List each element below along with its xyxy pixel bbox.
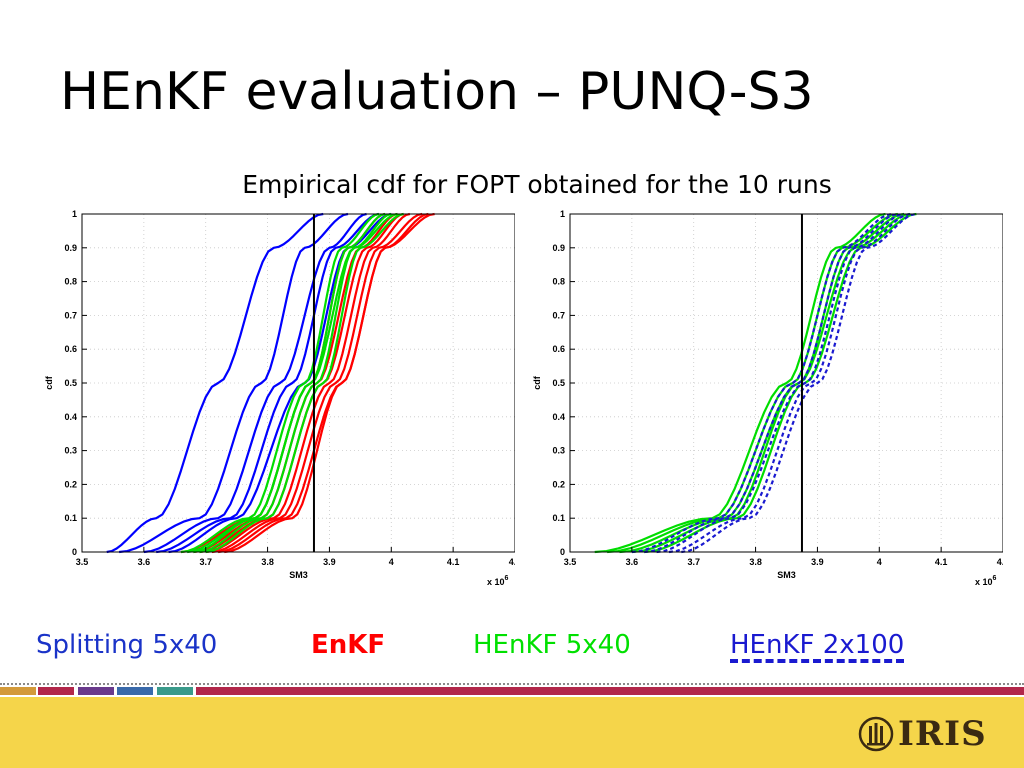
- y-tick-label: 1: [560, 209, 565, 219]
- x-tick-label: 3.6: [626, 557, 639, 567]
- x-tick-label: 4.2: [509, 557, 515, 567]
- y-tick-label: 0.7: [552, 310, 565, 320]
- x-tick-label: 4: [877, 557, 882, 567]
- y-tick-label: 1: [72, 209, 77, 219]
- x-multiplier-label: x 106: [975, 575, 997, 587]
- cdf-series-line: [205, 212, 404, 554]
- y-tick-label: 0.2: [64, 479, 77, 489]
- y-tick-label: 0.7: [64, 310, 77, 320]
- legend-splitting-5x40: Splitting 5x40: [36, 630, 218, 660]
- cdf-series-line: [631, 212, 892, 554]
- cdf-series-line: [143, 212, 367, 554]
- footer-stripe: [38, 687, 74, 695]
- footer-dotted-rule: [0, 683, 1024, 685]
- cdf-series-line: [205, 212, 411, 554]
- y-tick-label: 0.3: [552, 446, 565, 456]
- x-tick-label: 3.8: [749, 557, 762, 567]
- legend-henkf-5x40: HEnKF 5x40: [473, 630, 631, 660]
- x-tick-label: 3.9: [811, 557, 824, 567]
- y-tick-label: 0: [72, 547, 77, 557]
- footer-stripe: [196, 687, 1024, 695]
- x-tick-label: 3.8: [261, 557, 274, 567]
- x-tick-label: 4.1: [935, 557, 948, 567]
- y-tick-label: 0.8: [64, 277, 77, 287]
- x-tick-label: 3.5: [564, 557, 577, 567]
- x-axis-label: SM3: [289, 570, 308, 580]
- y-tick-label: 0.8: [552, 277, 565, 287]
- iris-logo: IRIS: [858, 712, 987, 756]
- cdf-series-line: [594, 212, 886, 554]
- y-tick-label: 0.9: [552, 243, 565, 253]
- cdf-series-line: [681, 212, 917, 554]
- slide-title: HEnKF evaluation – PUNQ-S3: [60, 62, 814, 122]
- cdf-series-line: [118, 212, 349, 554]
- y-tick-label: 0.6: [552, 344, 565, 354]
- cdf-series-line: [656, 212, 905, 554]
- legend-henkf-2x100: HEnKF 2x100: [730, 630, 905, 660]
- y-tick-label: 0.6: [64, 344, 77, 354]
- cdf-series-line: [668, 212, 911, 554]
- footer-band: [0, 697, 1024, 768]
- legend-enkf: EnKF: [311, 630, 386, 660]
- y-tick-label: 0.9: [64, 243, 77, 253]
- x-tick-label: 4: [389, 557, 394, 567]
- y-tick-label: 0.5: [64, 378, 77, 388]
- x-tick-label: 3.7: [199, 557, 212, 567]
- x-tick-label: 3.5: [76, 557, 89, 567]
- y-tick-label: 0.3: [64, 446, 77, 456]
- y-axis-label: cdf: [532, 375, 542, 390]
- slide-subtitle: Empirical cdf for FOPT obtained for the …: [242, 170, 832, 199]
- x-tick-label: 3.9: [323, 557, 336, 567]
- x-tick-label: 4.2: [997, 557, 1003, 567]
- cdf-chart-left: 3.5 3.6 3.7 3.8 3.9 4 4.1 4.2 0 0.1 0.2 0.3 0.4 0.5 0.…: [44, 209, 515, 587]
- y-tick-label: 0.4: [64, 412, 77, 422]
- footer-color-stripes: [0, 687, 1024, 695]
- cdf-series-line: [224, 212, 429, 554]
- cdf-chart-right: 3.5 3.6 3.7 3.8 3.9 4 4.1 4.2 0 0.1 0.2 0.3 0.4 0.5 0.…: [532, 209, 1003, 587]
- cdf-series-line: [193, 212, 392, 554]
- cdf-series-line: [644, 212, 899, 554]
- y-tick-label: 0: [560, 547, 565, 557]
- cdf-series-line: [180, 212, 380, 554]
- footer-stripe: [157, 687, 193, 695]
- iris-emblem-icon: [858, 716, 894, 752]
- x-tick-label: 4.1: [447, 557, 460, 567]
- y-tick-label: 0.5: [552, 378, 565, 388]
- x-multiplier-label: x 106: [487, 575, 509, 587]
- cdf-series-line: [106, 212, 324, 554]
- x-tick-label: 3.6: [138, 557, 151, 567]
- footer-stripe: [78, 687, 114, 695]
- y-tick-label: 0.4: [552, 412, 565, 422]
- x-axis-label: SM3: [777, 570, 796, 580]
- cdf-series-line: [156, 212, 380, 554]
- footer-stripe: [0, 687, 36, 695]
- y-tick-label: 0.1: [64, 513, 77, 523]
- y-axis-label: cdf: [44, 375, 54, 390]
- y-tick-label: 0.1: [552, 513, 565, 523]
- cdf-series-line: [199, 212, 398, 554]
- footer-stripe: [117, 687, 153, 695]
- y-tick-label: 0.2: [552, 479, 565, 489]
- x-tick-label: 3.7: [687, 557, 700, 567]
- cdf-series-line: [211, 212, 423, 554]
- logo-text: IRIS: [898, 714, 987, 754]
